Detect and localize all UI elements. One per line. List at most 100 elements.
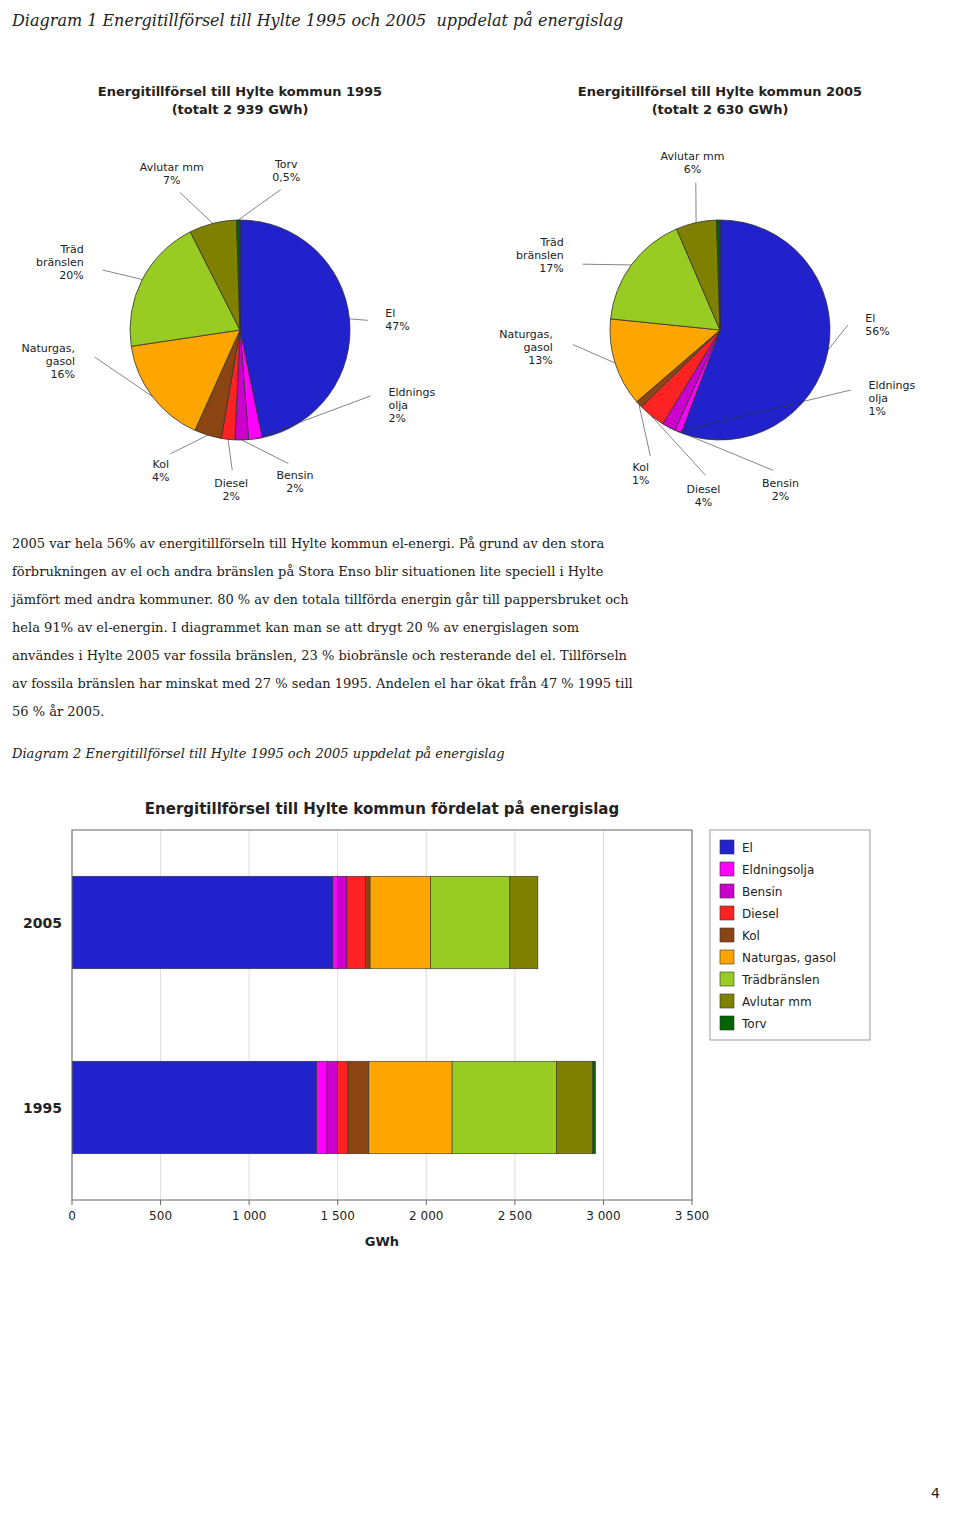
slice-value-label: 1% <box>632 474 649 487</box>
legend-label: Eldningsolja <box>742 863 814 877</box>
tick-label: 2 500 <box>498 1209 532 1223</box>
body-text: jämfört med andra kommuner. 80 % av den … <box>10 592 629 607</box>
grid-line <box>603 830 604 1200</box>
tick-label: 1 000 <box>232 1209 266 1223</box>
pie-slice <box>240 220 350 438</box>
bar-segment <box>593 1061 596 1154</box>
leader-line <box>228 439 232 470</box>
leader-line <box>255 396 370 439</box>
legend-label: Trädbränslen <box>741 973 820 987</box>
legend-swatch <box>720 862 734 876</box>
body-text: 56 % år 2005. <box>12 704 104 719</box>
leader-line <box>695 183 696 223</box>
slice-value-label: 20% <box>59 269 83 282</box>
slice-value-label: 56% <box>865 325 889 338</box>
body-text: 2005 var hela 56% av energitillförseln t… <box>12 536 604 551</box>
slice-label: Kol <box>633 461 649 474</box>
leader-line <box>242 440 289 464</box>
pie-title: Energitillförsel till Hylte kommun 2005(… <box>578 84 862 117</box>
pie-slice <box>131 330 240 430</box>
pie-title: Energitillförsel till Hylte kommun 1995(… <box>98 84 382 117</box>
legend-swatch <box>720 972 734 986</box>
pie-chart: Energitillförsel till Hylte kommun 2005(… <box>499 84 915 509</box>
leader-line <box>828 325 848 350</box>
pie-slice <box>610 319 720 402</box>
category-label: 2005 <box>23 915 62 931</box>
page-title: Diagram 1 Energitillförsel till Hylte 19… <box>11 11 623 30</box>
slice-value-label: 13% <box>528 354 552 367</box>
bar-chart: Energitillförsel till Hylte kommun förde… <box>23 800 870 1249</box>
slice-value-label: 1% <box>869 405 886 418</box>
bar-segment <box>317 1061 327 1154</box>
slice-value-label: 2% <box>772 490 789 503</box>
slice-label: Bensin <box>762 477 799 490</box>
bar-segment <box>347 876 366 969</box>
pie-slice <box>677 220 720 330</box>
tick-label: 2 000 <box>409 1209 443 1223</box>
leader-line <box>669 427 773 470</box>
slice-label: Eldningsolja <box>869 379 916 405</box>
bar-segment <box>366 876 371 969</box>
legend-swatch <box>720 1016 734 1030</box>
legend-swatch <box>720 950 734 964</box>
slice-value-label: 2% <box>389 412 406 425</box>
leader-line <box>238 190 280 220</box>
legend-label: Avlutar mm <box>742 995 812 1009</box>
leader-line <box>349 319 367 320</box>
legend-label: Torv <box>741 1017 767 1031</box>
tick-mark <box>72 1200 73 1205</box>
slice-label: Trädbränslen <box>516 236 564 262</box>
legend-swatch <box>720 884 734 898</box>
bar-segment <box>333 876 338 969</box>
slice-label: Bensin <box>276 469 313 482</box>
body-text: av fossila bränslen har minskat med 27 %… <box>12 676 633 691</box>
slice-label: Naturgas,gasol <box>499 328 553 354</box>
legend-label: Naturgas, gasol <box>742 951 836 965</box>
slice-label: Trädbränslen <box>36 243 84 269</box>
chart-title: Energitillförsel till Hylte kommun förde… <box>145 800 619 818</box>
slice-value-label: 17% <box>539 262 563 275</box>
legend-label: Bensin <box>742 885 782 899</box>
leader-line <box>678 390 851 432</box>
leader-line <box>583 264 632 266</box>
slice-label: Naturgas,gasol <box>21 342 75 368</box>
slice-label: Diesel <box>214 477 248 490</box>
pie-slice <box>190 220 240 330</box>
legend-label: El <box>742 841 753 855</box>
tick-label: 0 <box>68 1209 76 1223</box>
slice-label: Eldningsolja <box>389 386 436 412</box>
leader-line <box>639 404 650 455</box>
tick-mark <box>337 1200 338 1205</box>
leader-line <box>180 193 213 224</box>
bar-segment <box>369 1061 452 1154</box>
tick-label: 500 <box>149 1209 172 1223</box>
tick-mark <box>514 1200 515 1205</box>
caption: Diagram 2 Energitillförsel till Hylte 19… <box>11 746 505 761</box>
slice-label: Diesel <box>687 483 721 496</box>
slice-value-label: 16% <box>51 368 75 381</box>
bar-segment <box>348 1061 369 1154</box>
bar-segment <box>338 1061 348 1154</box>
category-label: 1995 <box>23 1100 62 1116</box>
bar-segment <box>72 876 333 969</box>
slice-label: El <box>865 312 875 325</box>
body-text: användes i Hylte 2005 var fossila bränsl… <box>12 648 628 663</box>
bar-segment <box>72 1061 317 1154</box>
slice-value-label: 4% <box>695 496 712 509</box>
slice-label: Kol <box>153 458 169 471</box>
tick-label: 3 000 <box>586 1209 620 1223</box>
leader-line <box>103 270 143 280</box>
legend-swatch <box>720 906 734 920</box>
page-number: 4 <box>931 1485 940 1501</box>
slice-label: Avlutar mm <box>661 150 725 163</box>
legend-label: Diesel <box>742 907 779 921</box>
tick-mark <box>692 1200 693 1205</box>
leader-line <box>573 345 615 363</box>
legend-box <box>710 830 870 1040</box>
slice-value-label: 4% <box>152 471 169 484</box>
bar-segment <box>327 1061 337 1154</box>
body-text: hela 91% av el-energin. I diagrammet kan… <box>12 620 579 635</box>
tick-label: 1 500 <box>321 1209 355 1223</box>
slice-value-label: 0,5% <box>272 171 300 184</box>
axis-label: GWh <box>365 1234 399 1249</box>
